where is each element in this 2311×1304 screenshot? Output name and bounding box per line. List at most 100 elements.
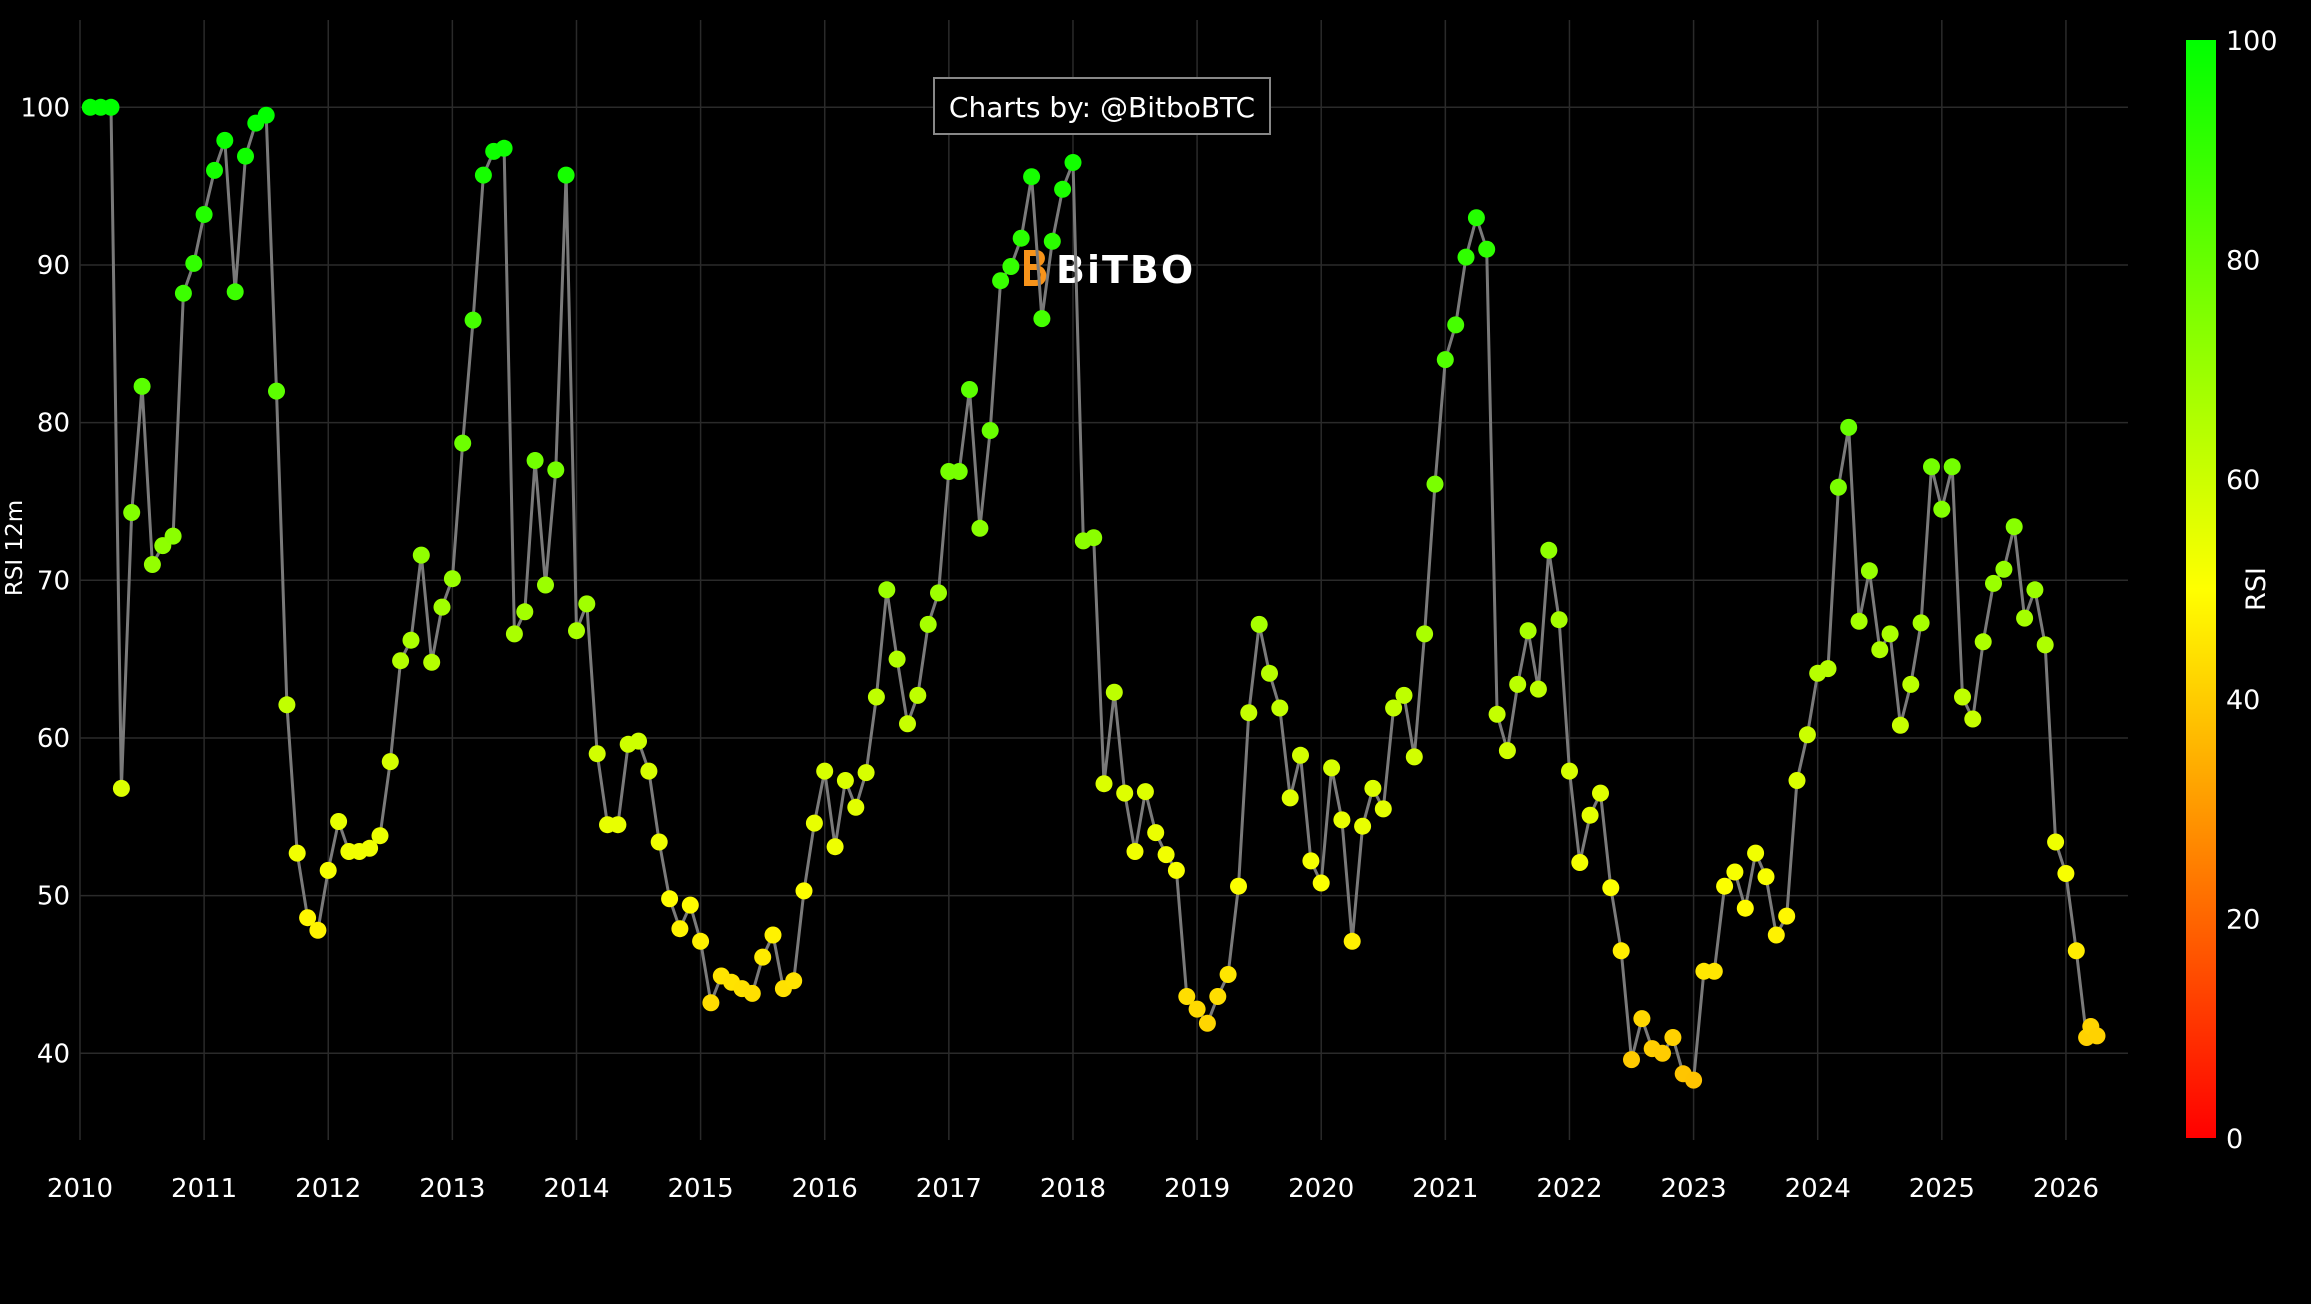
rsi-point — [1850, 612, 1868, 630]
colorbar-tick-label: 40 — [2226, 685, 2260, 716]
rsi-point — [1716, 877, 1734, 895]
rsi-point — [640, 762, 658, 780]
rsi-point — [743, 984, 761, 1002]
rsi-point — [1840, 418, 1858, 436]
rsi-point — [309, 921, 327, 939]
rsi-point — [1209, 988, 1227, 1005]
rsi-point — [2057, 865, 2075, 882]
y-axis-ticks: 40 50 60 70 80 90 100 — [20, 93, 70, 1069]
rsi-point — [257, 106, 275, 124]
rsi-point — [454, 434, 472, 452]
rsi-point — [495, 139, 513, 157]
rsi-point — [392, 652, 410, 670]
rsi-point — [412, 546, 430, 564]
rsi-point — [216, 131, 234, 149]
rsi-point — [1447, 316, 1465, 334]
rsi-point — [1736, 899, 1754, 917]
rsi-point — [2005, 518, 2023, 536]
rsi-point — [857, 764, 875, 782]
rsi-point — [919, 615, 937, 633]
rsi-point — [516, 603, 534, 621]
rsi-point — [681, 896, 699, 914]
rsi-point — [1116, 784, 1134, 802]
rsi-point — [1085, 529, 1103, 547]
rsi-point — [836, 772, 854, 789]
rsi-point — [764, 926, 782, 944]
rsi-point — [1271, 699, 1289, 717]
rsi-point — [930, 584, 947, 602]
rsi-point — [1819, 660, 1837, 678]
rsi-point — [1571, 854, 1589, 871]
rsi-point — [1519, 622, 1537, 640]
rsi-point — [1954, 688, 1971, 706]
x-tick-label: 2016 — [792, 1174, 858, 1204]
rsi-point — [1033, 310, 1051, 328]
x-tick-label: 2011 — [171, 1174, 237, 1204]
rsi-point — [2036, 636, 2054, 654]
rsi-point — [1974, 633, 1992, 651]
x-tick-label: 2019 — [1164, 1174, 1230, 1204]
rsi-point — [1623, 1051, 1640, 1069]
rsi-point — [1095, 775, 1113, 793]
rsi-point — [805, 814, 823, 832]
rsi-point — [1426, 475, 1444, 493]
x-tick-label: 2015 — [668, 1174, 734, 1204]
rsi-point — [505, 625, 523, 643]
rsi-point — [888, 650, 906, 668]
rsi-point — [361, 839, 379, 857]
y-tick-label: 90 — [37, 251, 70, 281]
rsi-point — [1467, 209, 1485, 227]
rsi-point — [2026, 581, 2044, 599]
rsi-point — [1902, 675, 1920, 693]
colorbar-tick-label: 100 — [2226, 26, 2278, 57]
rsi-point — [754, 948, 772, 966]
rsi-point — [1126, 843, 1144, 860]
rsi-point — [692, 932, 710, 950]
rsi-point — [816, 762, 834, 780]
rsi-point — [1012, 229, 1030, 247]
rsi-point — [785, 972, 803, 990]
rsi-point — [1923, 458, 1940, 476]
rsi-point — [1436, 351, 1454, 369]
rsi-point — [992, 272, 1010, 290]
rsi-point — [1230, 877, 1247, 895]
y-tick-label: 50 — [37, 882, 70, 912]
rsi-point — [185, 254, 203, 272]
rsi-point — [1354, 817, 1372, 835]
rsi-point — [702, 994, 720, 1012]
rsi-point — [1312, 874, 1330, 892]
rsi-point — [578, 595, 596, 613]
rsi-point — [1871, 641, 1889, 659]
rsi-point — [299, 909, 317, 927]
colorbar-tick-label: 80 — [2226, 246, 2260, 277]
rsi-point — [1592, 784, 1609, 802]
rsi-point — [278, 696, 296, 714]
rsi-point — [547, 461, 565, 479]
rsi-point — [1943, 458, 1961, 476]
rsi-point — [1498, 742, 1516, 760]
rsi-point — [1292, 746, 1309, 764]
rsi-point — [1985, 574, 2002, 592]
rsi-point — [1188, 1000, 1206, 1018]
rsi-point — [1333, 811, 1351, 829]
rsi-point — [971, 519, 989, 537]
rsi-point — [319, 861, 337, 879]
credit-border — [933, 77, 1271, 135]
rsi-point — [1395, 686, 1413, 704]
rsi-point — [661, 890, 679, 908]
rsi-point — [1054, 180, 1072, 198]
colorbar-ticks: 0 20 40 60 80 100 — [2226, 26, 2278, 1155]
rsi-point — [1881, 625, 1899, 643]
rsi-point — [1798, 726, 1816, 744]
rsi-point — [1788, 772, 1806, 789]
credit-text: Charts by: @BitboBTC — [949, 91, 1255, 124]
rsi-point — [1964, 710, 1982, 728]
rsi-point — [1323, 759, 1341, 777]
rsi-point — [1064, 154, 1082, 171]
rsi-point — [1664, 1029, 1682, 1046]
rsi-point — [237, 147, 254, 165]
rsi-point — [1023, 168, 1041, 186]
